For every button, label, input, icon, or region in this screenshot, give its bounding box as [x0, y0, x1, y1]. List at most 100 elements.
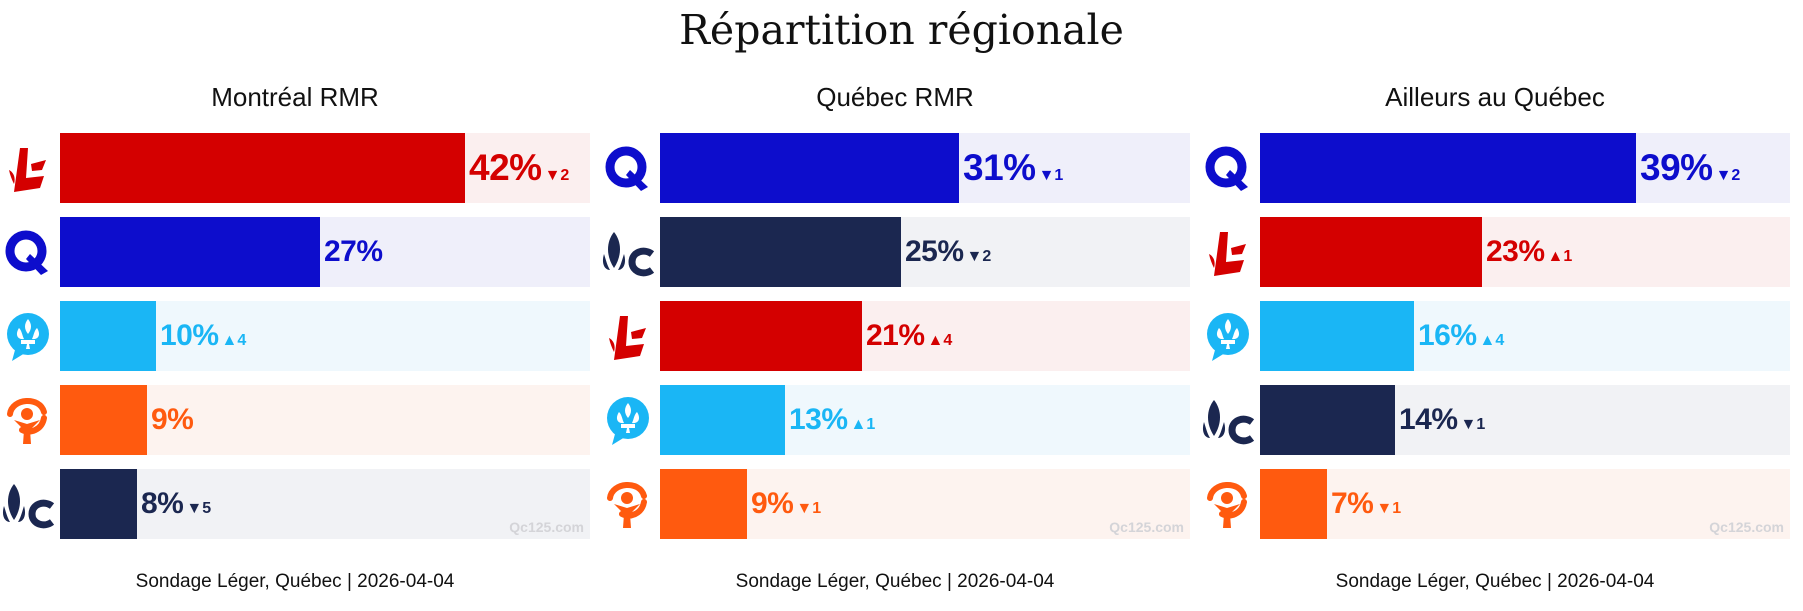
bar — [1260, 469, 1327, 539]
value-label: 10% ▲4 — [160, 301, 246, 371]
value-percent: 27% — [324, 235, 383, 268]
value-percent: 23% — [1486, 235, 1545, 268]
bar-track: 21% ▲4 — [660, 301, 1190, 371]
bar-track: 23% ▲1 — [1260, 217, 1790, 287]
pq-logo-icon — [1200, 308, 1256, 364]
bar-row: 8% ▼5 Qc125.com — [0, 469, 590, 539]
change-label: ▲1 — [850, 416, 876, 433]
change-label: ▼2 — [544, 167, 570, 184]
bar — [660, 385, 785, 455]
bar — [60, 301, 156, 371]
watermark: Qc125.com — [1109, 519, 1184, 535]
caq-logo-icon — [600, 140, 656, 196]
value-label: 9% — [151, 385, 194, 455]
bar-track: 8% ▼5 Qc125.com — [60, 469, 590, 539]
value-percent: 8% — [141, 487, 184, 520]
pq-logo-icon — [0, 308, 56, 364]
bar — [60, 217, 320, 287]
chart-panel: Ailleurs au Québec 39% ▼2 23% ▲1 16% ▲4 14% ▼1 7%… — [1200, 0, 1790, 611]
caq-logo-icon — [1200, 140, 1256, 196]
qs-logo-icon — [0, 392, 56, 448]
bar — [660, 217, 901, 287]
bar-row: 7% ▼1 Qc125.com — [1200, 469, 1790, 539]
bar-row: 10% ▲4 — [0, 301, 590, 371]
pcq-logo-icon — [1200, 392, 1256, 448]
change-label: ▲4 — [221, 332, 247, 349]
chart-panel: Québec RMR 31% ▼1 25% ▼2 21% ▲4 13% ▲1 9% ▼1 Qc125.… — [600, 0, 1190, 611]
value-percent: 42% — [469, 147, 542, 188]
bar-row: 25% ▼2 — [600, 217, 1190, 287]
plq-logo-icon — [600, 308, 656, 364]
watermark: Qc125.com — [1709, 519, 1784, 535]
bar-track: 31% ▼1 — [660, 133, 1190, 203]
bar-track: 14% ▼1 — [1260, 385, 1790, 455]
change-label: ▼2 — [966, 248, 992, 265]
chart-title: Répartition régionale — [679, 6, 1124, 54]
value-percent: 14% — [1399, 403, 1458, 436]
change-label: ▼1 — [1038, 167, 1064, 184]
value-label: 23% ▲1 — [1486, 217, 1572, 287]
panel-title: Ailleurs au Québec — [1385, 82, 1605, 112]
bar — [660, 469, 747, 539]
bar — [60, 385, 147, 455]
pcq-logo-icon — [600, 224, 656, 280]
value-percent: 21% — [866, 319, 925, 352]
bar-track: 27% — [60, 217, 590, 287]
bar — [660, 133, 959, 203]
value-percent: 25% — [905, 235, 964, 268]
bar-row: 9% ▼1 Qc125.com — [600, 469, 1190, 539]
bar-track: 7% ▼1 Qc125.com — [1260, 469, 1790, 539]
value-label: 7% ▼1 — [1331, 469, 1401, 539]
value-label: 16% ▲4 — [1418, 301, 1504, 371]
plq-logo-icon — [0, 140, 56, 196]
bar — [1260, 385, 1395, 455]
bar-row: 27% — [0, 217, 590, 287]
change-label: ▲4 — [1479, 332, 1505, 349]
bar-row: 42% ▼2 — [0, 133, 590, 203]
chart-panel: Montréal RMR 42% ▼2 27% 10% ▲4 9% 8% ▼5 Qc125.com… — [0, 0, 590, 611]
value-label: 25% ▼2 — [905, 217, 991, 287]
value-percent: 9% — [151, 403, 194, 436]
bar-track: 42% ▼2 — [60, 133, 590, 203]
pq-logo-icon — [600, 392, 656, 448]
source-footer: Sondage Léger, Québec | 2026-04-04 — [135, 571, 455, 592]
bar-track: 9% — [60, 385, 590, 455]
change-label: ▼1 — [1460, 416, 1486, 433]
bar-row: 14% ▼1 — [1200, 385, 1790, 455]
bar-track: 10% ▲4 — [60, 301, 590, 371]
value-label: 9% ▼1 — [751, 469, 821, 539]
value-percent: 9% — [751, 487, 794, 520]
value-label: 13% ▲1 — [789, 385, 875, 455]
panel-title: Montréal RMR — [211, 82, 379, 112]
value-percent: 13% — [789, 403, 848, 436]
change-label: ▼2 — [1715, 167, 1741, 184]
pcq-logo-icon — [0, 476, 56, 532]
change-label: ▼1 — [796, 500, 822, 517]
bar-row: 13% ▲1 — [600, 385, 1190, 455]
plq-logo-icon — [1200, 224, 1256, 280]
change-label: ▼1 — [1376, 500, 1402, 517]
caq-logo-icon — [0, 224, 56, 280]
bar-track: 9% ▼1 Qc125.com — [660, 469, 1190, 539]
value-label: 39% ▼2 — [1640, 133, 1740, 203]
change-label: ▲4 — [927, 332, 953, 349]
value-label: 21% ▲4 — [866, 301, 952, 371]
qs-logo-icon — [1200, 476, 1256, 532]
value-percent: 16% — [1418, 319, 1477, 352]
source-footer: Sondage Léger, Québec | 2026-04-04 — [735, 571, 1055, 592]
source-footer: Sondage Léger, Québec | 2026-04-04 — [1335, 571, 1655, 592]
bar — [660, 301, 862, 371]
bar-row: 31% ▼1 — [600, 133, 1190, 203]
value-label: 27% — [324, 217, 383, 287]
change-label: ▲1 — [1547, 248, 1573, 265]
value-label: 8% ▼5 — [141, 469, 211, 539]
bar-track: 25% ▼2 — [660, 217, 1190, 287]
bar-row: 39% ▼2 — [1200, 133, 1790, 203]
value-label: 31% ▼1 — [963, 133, 1063, 203]
value-percent: 7% — [1331, 487, 1374, 520]
qs-logo-icon — [600, 476, 656, 532]
value-label: 14% ▼1 — [1399, 385, 1485, 455]
value-label: 42% ▼2 — [469, 133, 569, 203]
value-percent: 39% — [1640, 147, 1713, 188]
bar-row: 23% ▲1 — [1200, 217, 1790, 287]
